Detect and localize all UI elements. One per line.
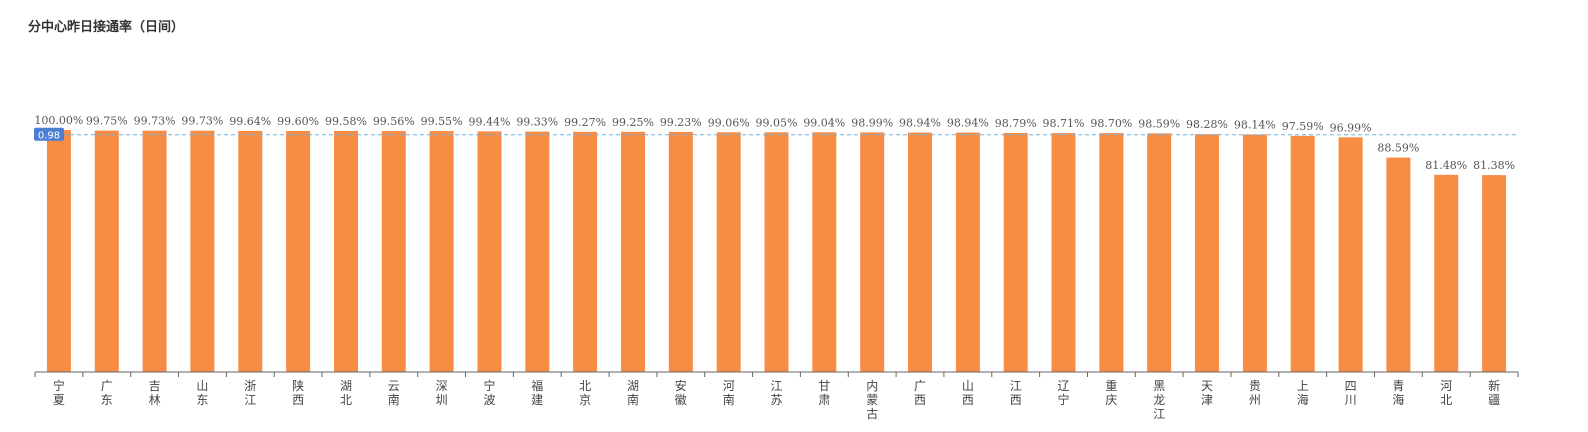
data-label: 97.59% [1282,120,1324,133]
bar[interactable] [955,132,980,372]
data-label: 99.44% [469,115,511,128]
x-tick-label: 上海 [1297,379,1309,407]
x-tick-label: 青海 [1392,379,1404,407]
bar[interactable] [334,131,358,372]
bar[interactable] [1434,174,1459,372]
x-tick-label: 新疆 [1488,378,1500,407]
data-label: 81.48% [1425,159,1467,172]
data-label: 98.94% [947,117,989,130]
bar[interactable] [1099,133,1124,372]
bar[interactable] [1195,134,1219,372]
bar[interactable] [429,131,454,372]
data-label: 99.05% [756,116,798,129]
data-label: 99.23% [660,116,702,129]
data-label: 99.64% [229,115,271,128]
data-label: 99.06% [708,116,750,129]
x-tick-label: 安徽 [675,378,687,407]
x-tick-label: 广东 [101,379,113,407]
bar[interactable] [94,130,119,372]
bar[interactable] [908,132,932,372]
data-label: 99.75% [86,115,128,128]
bar[interactable] [668,131,693,372]
x-tick-label: 吉林 [149,379,161,407]
reference-label-badge [34,127,64,141]
data-label: 81.38% [1473,159,1515,172]
x-tick-label: 四川 [1345,379,1357,407]
bar[interactable] [812,132,837,372]
x-tick-label: 宁夏 [53,378,65,407]
bar[interactable] [1051,133,1076,372]
data-label: 98.79% [995,117,1037,130]
data-label: 99.56% [373,115,415,128]
bar[interactable] [573,131,598,372]
x-tick-label: 贵州 [1249,379,1261,407]
x-tick-label: 宁波 [483,378,495,407]
bar[interactable] [286,131,311,372]
bar[interactable] [477,131,502,372]
x-tick-label: 江西 [1010,379,1022,407]
x-tick-label: 黑龙江 [1153,379,1165,421]
x-tick-label: 内蒙古 [866,379,878,421]
bar[interactable] [1290,135,1315,372]
x-tick-label: 辽宁 [1057,379,1069,407]
bar[interactable] [381,131,406,372]
bar[interactable] [764,132,789,372]
x-tick-label: 福建 [531,378,543,407]
bar[interactable] [1003,132,1028,372]
data-label: 99.25% [612,116,654,129]
bar[interactable] [1482,175,1507,372]
x-tick-label: 云南 [388,379,400,407]
bar[interactable] [1338,137,1363,372]
data-label: 98.94% [899,117,941,130]
data-label: 99.04% [803,116,845,129]
bar[interactable] [142,130,167,372]
data-label: 99.55% [421,115,463,128]
data-label: 98.59% [1138,117,1180,130]
reference-label: 0.98 [38,130,60,141]
x-tick-label: 河北 [1440,379,1452,407]
x-tick-label: 广西 [914,379,926,407]
data-label: 99.58% [325,115,367,128]
bar[interactable] [1386,157,1411,372]
x-tick-label: 浙江 [244,379,256,407]
data-label: 99.27% [564,116,606,129]
bar[interactable] [621,131,645,372]
x-tick-label: 北京 [579,379,591,407]
x-tick-label: 河南 [723,379,735,407]
bar[interactable] [1242,134,1267,373]
x-tick-label: 江苏 [770,379,782,407]
data-label: 98.28% [1186,118,1228,131]
chart-title: 分中心昨日接通率（日间） [28,20,185,35]
x-tick-label: 重庆 [1105,379,1117,407]
x-tick-label: 陕西 [292,378,304,407]
x-tick-label: 湖南 [627,378,639,407]
data-label: 88.59% [1377,142,1419,155]
bar[interactable] [190,130,215,372]
data-label: 99.33% [516,116,558,129]
data-label: 98.14% [1234,119,1276,132]
bar[interactable] [1147,133,1172,372]
data-label: 99.73% [181,115,223,128]
bar[interactable] [860,132,885,372]
bar[interactable] [238,130,263,372]
bar[interactable] [716,132,741,372]
data-label: 100.00% [34,114,83,127]
data-label: 99.60% [277,115,319,128]
x-tick-label: 天津 [1201,379,1213,407]
x-tick-label: 湖北 [340,378,352,407]
data-label: 98.70% [1090,117,1132,130]
x-tick-label: 山西 [962,379,974,407]
bar[interactable] [46,130,71,372]
data-label: 98.71% [1043,117,1085,130]
data-label: 98.99% [851,116,893,129]
x-tick-label: 甘肃 [818,379,830,407]
bar[interactable] [525,131,550,372]
x-tick-label: 山东 [196,379,208,407]
x-tick-label: 深圳 [436,379,448,407]
data-label: 99.73% [134,115,176,128]
data-label: 96.99% [1330,121,1372,134]
